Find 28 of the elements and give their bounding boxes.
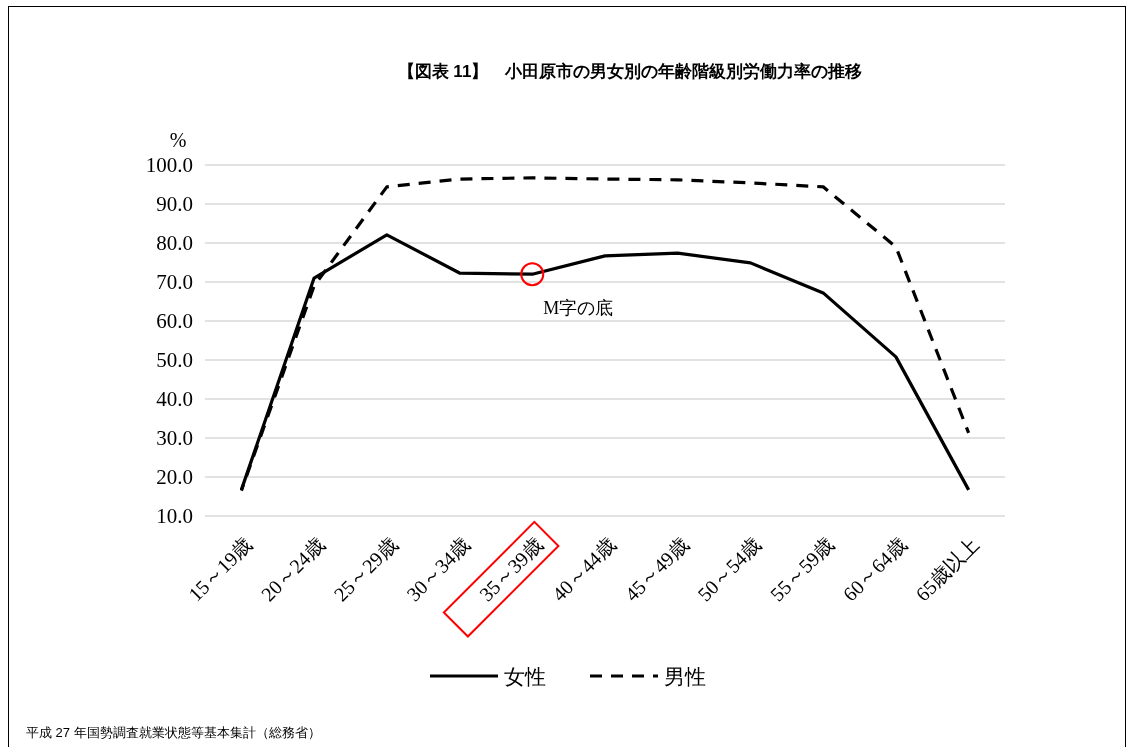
y-tick-label: 100.0 xyxy=(145,153,193,177)
x-tick-label: 50～54歳 xyxy=(693,533,766,606)
x-tick-label: 45～49歳 xyxy=(620,533,693,606)
y-tick-label: 80.0 xyxy=(156,231,193,255)
x-tick-label: 15～19歳 xyxy=(184,533,257,606)
y-tick-label: 10.0 xyxy=(156,504,193,528)
legend-label: 女性 xyxy=(504,665,546,689)
x-tick-label: 40～44歳 xyxy=(547,533,620,606)
x-tick-label: 25～29歳 xyxy=(329,533,402,606)
y-tick-label: 30.0 xyxy=(156,426,193,450)
annotation: M字の底 xyxy=(520,262,614,319)
y-tick-label: 70.0 xyxy=(156,270,193,294)
annotation: M字の底 xyxy=(543,298,614,319)
text: 平成 27 年国勢調査就業状態等基本集計（総務省） xyxy=(26,725,321,740)
x-tick-label: 60～64歳 xyxy=(838,533,911,606)
y-tick-label: 60.0 xyxy=(156,309,193,333)
y-axis-title: % xyxy=(169,129,187,151)
x-tick-label: 55～59歳 xyxy=(765,533,839,606)
x-tick-label: 65歳以上 xyxy=(911,533,984,606)
x-tick-label: 20～24歳 xyxy=(256,533,329,606)
y-tick-label: 20.0 xyxy=(156,465,193,489)
x-tick-label: 35～39歳 xyxy=(474,533,548,606)
chart-title: 【図表 11】 小田原市の男女別の年齢階級別労働力率の推移 xyxy=(397,62,863,81)
legend-label: 男性 xyxy=(664,665,706,689)
y-tick-label: 90.0 xyxy=(156,192,193,216)
y-tick-label: 40.0 xyxy=(156,387,193,411)
x-tick-label: 30～34歳 xyxy=(402,533,475,606)
y-tick-label: 50.0 xyxy=(156,348,193,372)
